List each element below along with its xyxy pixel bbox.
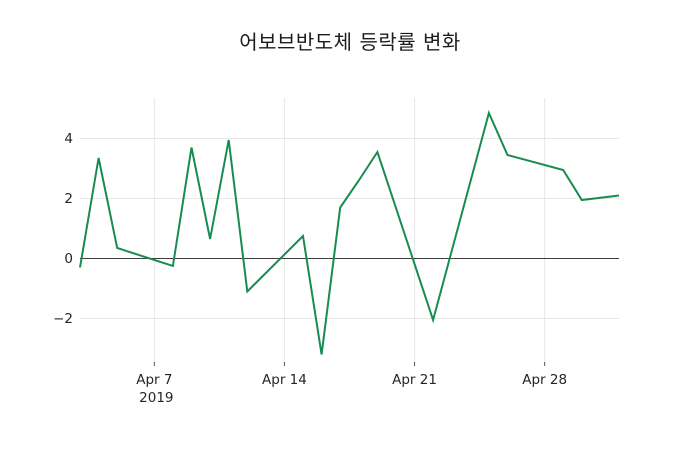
x-tick-label: Apr 14 [262, 372, 307, 388]
y-tick-label: 0 [64, 251, 73, 267]
x-tick-label: Apr 28 [522, 372, 567, 388]
y-tick-label: −2 [53, 311, 73, 327]
x-tick-label: Apr 7 [136, 372, 172, 388]
chart-title: 어보브반도체 등락률 변화 [239, 30, 461, 54]
series-line [79, 110, 620, 355]
x-tick-label: Apr 21 [392, 372, 437, 388]
x-tick-year-label: 2019 [139, 390, 173, 406]
y-tick-label: 4 [64, 131, 73, 147]
y-tick-label: 2 [64, 191, 73, 207]
